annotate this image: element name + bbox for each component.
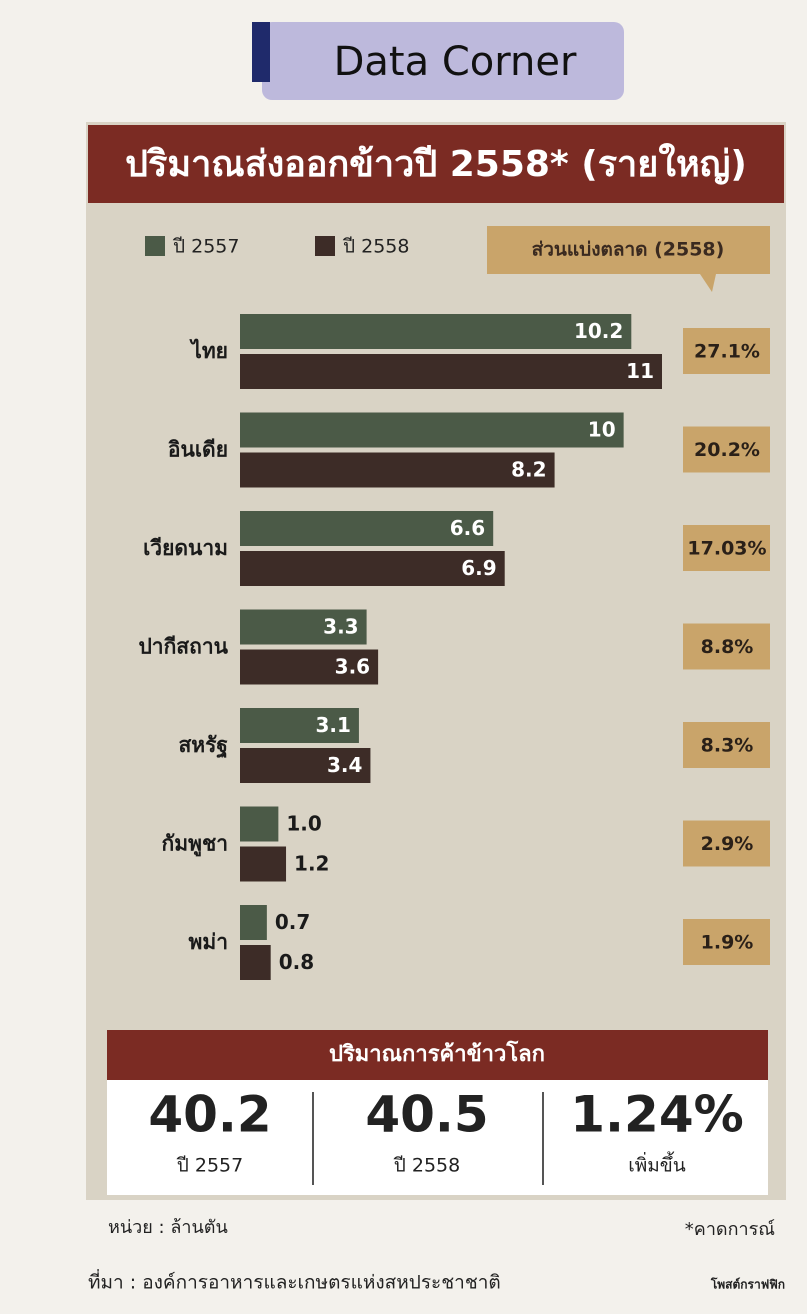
summary-value: 1.24% — [570, 1086, 743, 1144]
value-label: 0.7 — [275, 910, 310, 934]
category-label: กัมพูชา — [162, 832, 228, 858]
summary-label: ปี 2557 — [176, 1155, 243, 1177]
share-label: 1.9% — [701, 932, 754, 954]
legend-swatch — [145, 236, 165, 256]
summary-label: ปี 2558 — [393, 1155, 460, 1177]
category-label: ปากีสถาน — [138, 635, 228, 659]
bar — [240, 314, 631, 349]
bar — [240, 413, 624, 448]
credit: โพสต์กราฟฟิก — [710, 1277, 785, 1292]
infographic: Data Corner ปริมาณส่งออกข้าวปี 2558* (รา… — [0, 0, 807, 1314]
summary-label: เพิ่มขึ้น — [628, 1152, 686, 1177]
value-label: 3.3 — [323, 615, 358, 639]
legend-swatch — [315, 236, 335, 256]
chart-title: ปริมาณส่งออกข้าวปี 2558* (รายใหญ่) — [125, 142, 747, 185]
share-label: 27.1% — [694, 341, 760, 363]
share-label: 20.2% — [694, 439, 760, 461]
value-label: 3.6 — [335, 655, 370, 679]
share-label: 8.8% — [701, 636, 754, 658]
legend-label: ปี 2558 — [342, 236, 409, 258]
source: ที่มา : องค์การอาหารและเกษตรแห่งสหประชาช… — [88, 1269, 501, 1294]
unit-note: หน่วย : ล้านตัน — [108, 1217, 228, 1238]
share-header: ส่วนแบ่งตลาด (2558) — [532, 239, 725, 261]
value-label: 0.8 — [279, 950, 314, 974]
value-label: 8.2 — [511, 458, 546, 482]
bar — [240, 905, 267, 940]
share-label: 17.03% — [687, 538, 766, 560]
category-label: สหรัฐ — [178, 733, 228, 759]
legend-label: ปี 2557 — [172, 236, 239, 258]
section-title: Data Corner — [334, 39, 577, 85]
value-label: 1.2 — [294, 852, 329, 876]
share-label: 2.9% — [701, 833, 754, 855]
bar — [240, 354, 662, 389]
summary-title: ปริมาณการค้าข้าวโลก — [329, 1040, 545, 1067]
share-label: 8.3% — [701, 735, 754, 757]
page: Data Corner ปริมาณส่งออกข้าวปี 2558* (รา… — [0, 0, 807, 1314]
forecast-note: *คาดการณ์ — [685, 1219, 775, 1240]
value-label: 3.4 — [327, 753, 362, 777]
category-label: อินเดีย — [168, 438, 228, 462]
value-label: 1.0 — [286, 812, 321, 836]
section-tab — [252, 22, 270, 82]
value-label: 6.6 — [450, 516, 485, 540]
bar — [240, 453, 555, 488]
value-label: 6.9 — [461, 556, 496, 580]
value-label: 11 — [626, 359, 654, 383]
summary-value: 40.2 — [148, 1086, 271, 1144]
category-label: ไทย — [189, 338, 228, 363]
bar — [240, 807, 278, 842]
bar — [240, 847, 286, 882]
value-label: 3.1 — [315, 713, 350, 737]
value-label: 10.2 — [574, 319, 623, 343]
category-label: พม่า — [189, 930, 228, 954]
value-label: 10 — [588, 418, 616, 442]
category-label: เวียดนาม — [143, 536, 228, 560]
bar — [240, 945, 271, 980]
summary-value: 40.5 — [365, 1086, 488, 1144]
